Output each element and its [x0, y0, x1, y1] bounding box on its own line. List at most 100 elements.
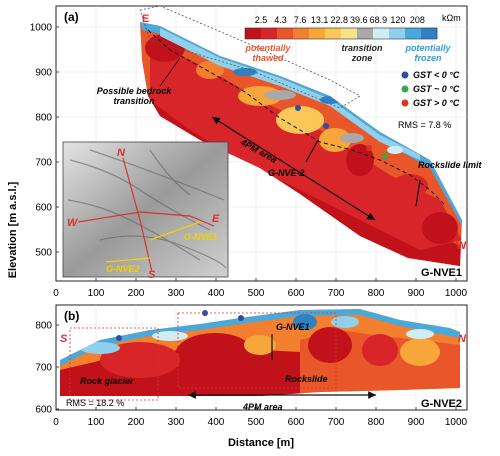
colorbar-tick: 7.6 [294, 15, 307, 25]
colorbar-swatch [405, 28, 422, 39]
colorbar-tick: 22.8 [330, 15, 348, 25]
annotation-bedrock-pointer [159, 57, 181, 87]
rock-glacier-box [69, 327, 159, 401]
colorbar-swatch [373, 28, 390, 39]
b-y-tick-label: 600 [35, 405, 52, 416]
b-y-tick-label: 700 [35, 363, 52, 374]
a-y-tick-label: 600 [35, 203, 52, 214]
b-x-tick-label: 700 [328, 417, 345, 428]
label-potentially-thawed-1: potentially [244, 43, 291, 53]
legend-label: GST ~ 0 °C [413, 84, 460, 94]
gst-dot-cold-b [202, 310, 208, 316]
colorbar-tick: 39.6 [350, 15, 368, 25]
colorbar-tick: 208 [410, 15, 425, 25]
end-marker-s: S [60, 333, 68, 345]
a-x-tick-label: 400 [208, 288, 225, 299]
end-marker-e: E [142, 13, 149, 25]
label-potentially-thawed-2: thawed [252, 53, 284, 63]
annotation-area-b: 4PM area [242, 402, 283, 412]
gst-dot-cold-b [116, 335, 122, 341]
area-arrow-a [211, 116, 376, 221]
rockslide-box [177, 312, 337, 389]
inset-n: N [117, 147, 126, 159]
legend-label: GST < 0 °C [413, 70, 460, 80]
b-x-tick-label: 100 [88, 417, 105, 428]
label-potentially-frozen-2: frozen [415, 53, 443, 63]
colorbar-swatch [277, 28, 294, 39]
legend-label: GST > 0 °C [413, 98, 460, 108]
b-x-tick-label: 0 [53, 417, 59, 428]
panel-a: 2.5 4.3 7.6 13.1 22.8 39.6 68.9 120 208 kΩm pote… [30, 5, 483, 299]
end-marker-n: N [458, 333, 467, 345]
panel-a-corner-label: G-NVE1 [421, 267, 462, 279]
b-x-tick-label: 1000 [445, 417, 468, 428]
rockslide-limit-marker [415, 179, 421, 207]
y-axis-label: Elevation [m a.s.l.] [7, 181, 19, 278]
a-x-tick-label: 700 [328, 288, 345, 299]
a-y-tick-label: 1000 [30, 23, 53, 34]
a-x-tick-label: 800 [368, 288, 385, 299]
colorbar-tick: 2.5 [255, 15, 268, 25]
colorbar-tick: 4.3 [274, 15, 287, 25]
inset-e: E [212, 213, 220, 225]
panel-a-label: (a) [64, 10, 79, 24]
resistivity-section-b [60, 309, 460, 396]
legend-marker [401, 99, 409, 107]
gst-legend: GST < 0 °C GST ~ 0 °C GST > 0 °C [401, 70, 460, 108]
b-x-tick-label: 200 [128, 417, 145, 428]
annotation-rockslide: Rockslide [285, 374, 328, 384]
inset-line-g-nve2 [105, 257, 151, 263]
inset-s: S [148, 269, 156, 281]
panel-b-label: (b) [64, 309, 79, 323]
b-x-tick-label: 600 [288, 417, 305, 428]
annotation-crossline-a: G-NVE-2 [268, 168, 305, 178]
panel-b: (b) S N Rock glacier Rockslide G-NVE1 4P… [35, 304, 468, 428]
a-y-tick-label: 900 [35, 68, 52, 79]
legend-marker [401, 85, 409, 93]
b-x-tick-label: 300 [168, 417, 185, 428]
a-x-tick-label: 300 [168, 288, 185, 299]
a-x-tick-label: 200 [128, 288, 145, 299]
colorbar-unit: kΩm [442, 13, 461, 23]
inset-label-g-nve2: G-NVE2 [106, 264, 140, 274]
inset-line-we [77, 211, 215, 227]
inset-line-ns [122, 157, 153, 273]
label-transition-2: zone [351, 53, 373, 63]
a-x-tick-label: 100 [88, 288, 105, 299]
b-x-tick-label: 800 [368, 417, 385, 428]
colorbar-tick: 68.9 [370, 15, 388, 25]
crossline-marker-a [305, 139, 319, 163]
label-potentially-frozen-1: potentially [404, 43, 451, 53]
x-axis-label: Distance [m] [228, 437, 294, 449]
colorbar-tick: 120 [390, 15, 405, 25]
legend-marker [401, 71, 409, 79]
annotation-crossline-b: G-NVE1 [276, 322, 310, 332]
a-y-tick-label: 700 [35, 158, 52, 169]
a-y-tick-label: 500 [35, 248, 52, 259]
colorbar-swatch [293, 28, 310, 39]
gst-dot-zero [382, 153, 388, 159]
colorbar-swatch [389, 28, 406, 39]
annotation-bedrock-1: Possible bedrock [97, 86, 173, 96]
rms-a: RMS = 7.8 % [398, 120, 451, 130]
colorbar-tick: 13.1 [311, 15, 329, 25]
label-transition-1: transition [341, 43, 383, 53]
panel-b-corner-label: G-NVE2 [421, 398, 462, 410]
inset-line-g-nve1 [149, 221, 201, 241]
colorbar-swatch [421, 28, 438, 39]
colorbar-swatch [357, 28, 374, 39]
rms-b: RMS = 18.2 % [66, 398, 124, 408]
b-y-tick-label: 800 [35, 321, 52, 332]
colorbar-swatch [325, 28, 342, 39]
b-x-tick-label: 500 [248, 417, 265, 428]
a-x-tick-label: 600 [288, 288, 305, 299]
b-x-tick-label: 900 [408, 417, 425, 428]
colorbar-swatch [261, 28, 278, 39]
b-x-tick-label: 400 [208, 417, 225, 428]
end-marker-w: W [456, 240, 467, 252]
a-x-tick-label: 900 [408, 288, 425, 299]
a-x-tick-label: 0 [53, 288, 59, 299]
annotation-bedrock-2: transition [113, 96, 155, 106]
a-x-tick-label: 1000 [445, 288, 468, 299]
